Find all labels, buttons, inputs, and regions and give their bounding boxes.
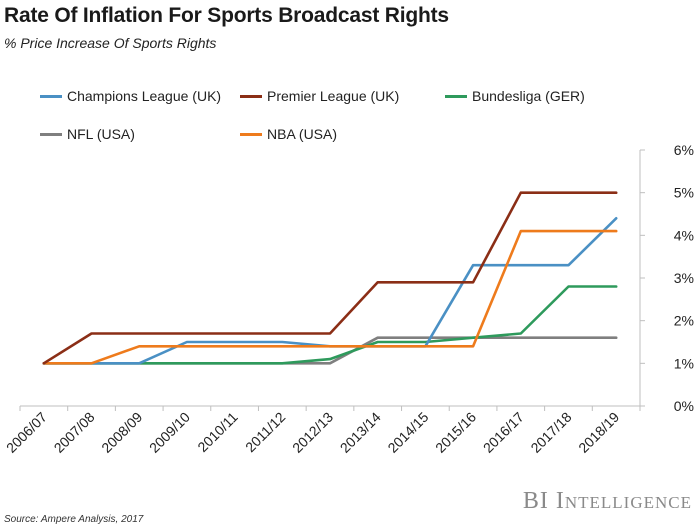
x-tick-label: 2013/14 [337, 409, 384, 456]
x-tick-label: 2016/17 [480, 409, 527, 456]
legend-label: NFL (USA) [67, 126, 135, 142]
y-tick-label: 5% [674, 185, 694, 201]
y-tick-label: 0% [674, 398, 694, 414]
legend-item-premier-league: Premier League (UK) [240, 88, 399, 104]
legend-label: NBA (USA) [267, 126, 338, 142]
x-tick-label: 2015/16 [432, 409, 479, 456]
legend-swatch [40, 132, 62, 136]
y-tick-label: 6% [674, 142, 694, 158]
x-tick-label: 2014/15 [384, 409, 431, 456]
x-tick-label: 2010/11 [194, 409, 241, 456]
x-tick-label: 2008/09 [98, 409, 145, 456]
x-tick-label: 2011/12 [242, 409, 289, 456]
x-tick-label: 2017/18 [527, 409, 574, 456]
x-tick-label: 2007/08 [51, 409, 98, 456]
x-tick-label: 2009/10 [146, 409, 193, 456]
legend-swatch [445, 94, 467, 98]
series-line-nba-usa [42, 229, 618, 365]
chart-subtitle: % Price Increase Of Sports Rights [4, 35, 217, 51]
legend-swatch [40, 94, 62, 98]
y-tick-label: 2% [674, 313, 694, 329]
legend-swatch [240, 94, 262, 98]
legend-item-nfl: NFL (USA) [40, 126, 135, 142]
legend-item-champions-league: Champions League (UK) [40, 88, 221, 104]
legend-label: Premier League (UK) [267, 88, 400, 104]
legend-swatch [240, 132, 262, 136]
brand-logo: BI Intelligence [522, 488, 692, 514]
chart-title: Rate Of Inflation For Sports Broadcast R… [4, 4, 449, 27]
x-tick-label: 2006/07 [3, 409, 50, 456]
legend-label: Champions League (UK) [67, 88, 222, 104]
y-tick-label: 1% [674, 355, 694, 371]
series-line-premier-league-uk [42, 191, 618, 365]
x-tick-label: 2012/13 [289, 409, 336, 456]
series-line-champions-league-uk [42, 217, 618, 365]
x-tick-label: 2018/19 [575, 409, 622, 456]
y-tick-label: 4% [674, 227, 694, 243]
legend-item-nba: NBA (USA) [240, 126, 337, 142]
series-line-bundesliga-ger [42, 285, 618, 365]
source-note: Source: Ampere Analysis, 2017 [4, 514, 144, 525]
y-tick-label: 3% [674, 270, 694, 286]
legend-item-bundesliga: Bundesliga (GER) [445, 88, 585, 104]
legend-label: Bundesliga (GER) [472, 88, 585, 104]
